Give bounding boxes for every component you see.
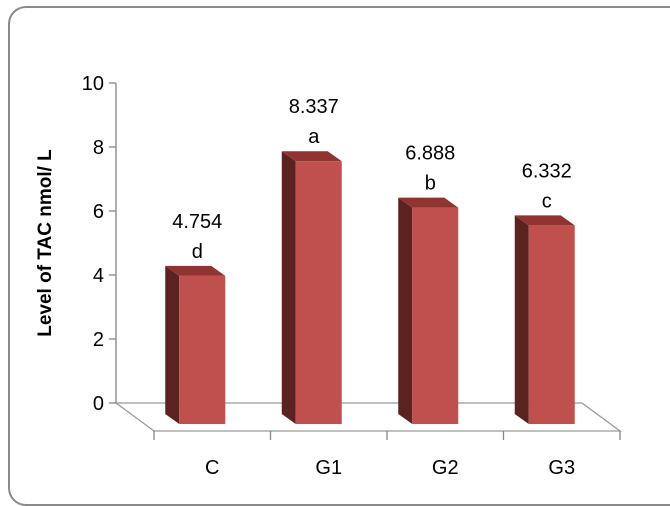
- y-tick-label: 4: [93, 265, 104, 287]
- significance-letter: b: [425, 173, 436, 195]
- significance-letter: a: [308, 126, 320, 148]
- x-tick-label: G3: [548, 457, 575, 479]
- data-value-label: 4.754: [172, 211, 222, 233]
- bar-side-face: [514, 215, 529, 424]
- bar-top-face: [165, 265, 226, 276]
- y-tick-label: 8: [93, 137, 104, 159]
- bar-front-face: [179, 275, 226, 424]
- bar-front-face: [412, 207, 459, 424]
- x-tick-label: G1: [315, 457, 342, 479]
- chart-labels: C G1 G2 G3 4.754 d 8.337 a 6.888 b 6.332 c: [172, 96, 575, 479]
- significance-letter: c: [542, 190, 552, 212]
- bar-front-face: [528, 225, 575, 424]
- significance-letter: d: [192, 241, 203, 263]
- bar-top-face: [514, 215, 575, 226]
- bar-side-face: [281, 151, 296, 424]
- x-tick-label: C: [205, 457, 219, 479]
- data-value-label: 8.337: [289, 96, 339, 118]
- bar-top-face: [281, 151, 342, 162]
- x-tick-label: G2: [432, 457, 459, 479]
- bar-side-face: [165, 265, 180, 424]
- y-axis-title: Level of TAC nmol/ L: [35, 149, 56, 337]
- bar-G1: [281, 151, 342, 424]
- bar-front-face: [295, 161, 342, 424]
- bar-C: [165, 265, 226, 424]
- data-value-label: 6.888: [405, 143, 455, 165]
- chart-axes: 0 2 4 6 8 10: [82, 73, 621, 440]
- bar-G3: [514, 215, 575, 424]
- y-tick-label: 0: [93, 393, 104, 415]
- bar-top-face: [398, 197, 459, 208]
- bar-G2: [398, 197, 459, 424]
- data-value-label: 6.332: [522, 160, 572, 182]
- y-tick-label: 6: [93, 201, 104, 223]
- y-tick-label: 2: [93, 329, 104, 351]
- y-tick-label: 10: [82, 73, 104, 95]
- chart-bars: [165, 151, 575, 424]
- bar-side-face: [398, 197, 413, 424]
